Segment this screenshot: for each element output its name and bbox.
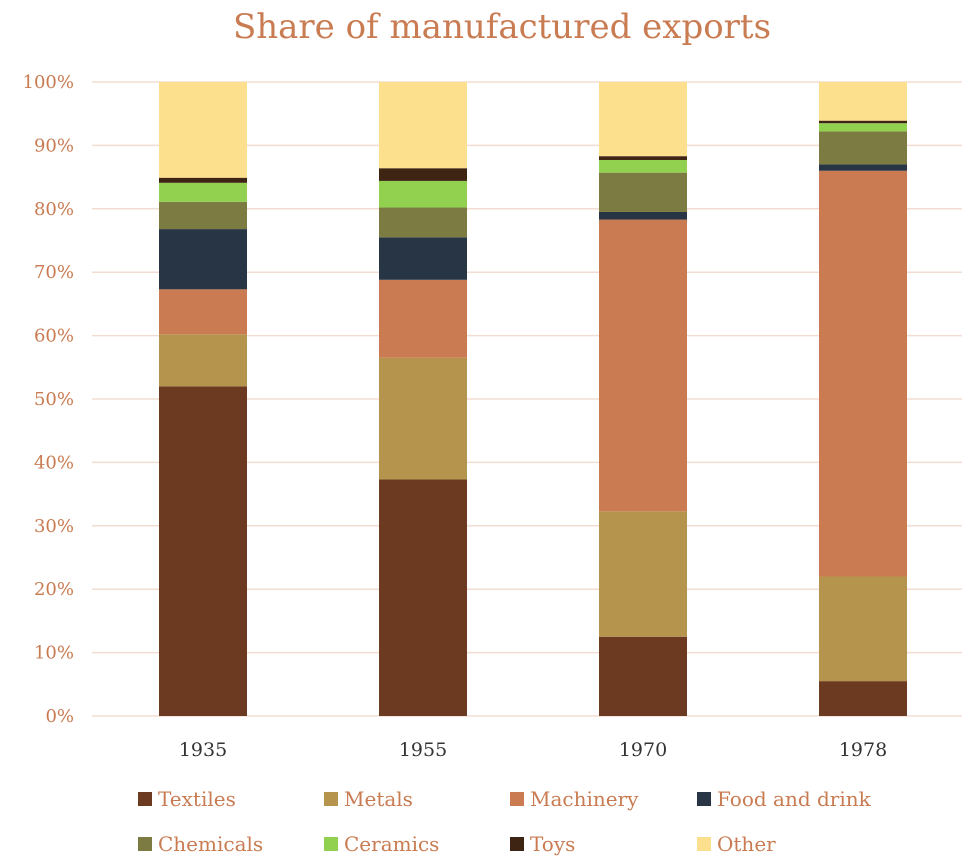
x-tick-label: 1970 [619,739,667,761]
bar-segment-ceramics [379,180,467,208]
chart-title: Share of manufactured exports [233,7,771,47]
y-tick-label: 20% [34,579,74,600]
bars [159,82,907,716]
bar-segment-textiles [599,636,687,716]
bar-segment-machinery [159,289,247,335]
y-axis-tick-labels: 0% 10% 20% 30% 40% 50% 60% 70% 80% 90% 100% [23,72,74,727]
y-tick-label: 90% [34,135,74,156]
y-tick-label: 100% [23,72,74,93]
bar-stack-1970 [599,82,687,716]
legend-swatch [510,792,524,806]
bar-segment-toys [159,177,247,183]
legend-swatch [697,837,711,851]
bar-segment-other [599,82,687,157]
bar-stack-1978 [819,82,907,716]
bar-segment-metals [159,334,247,387]
legend-swatch [138,837,152,851]
y-tick-label: 70% [34,262,74,283]
legend-label: Other [717,832,776,856]
y-tick-label: 60% [34,326,74,347]
legend-label: Toys [530,832,575,856]
bar-stack-1935 [159,82,247,716]
bar-segment-textiles [379,479,467,716]
legend-label: Food and drink [717,787,872,811]
bar-segment-chemicals [599,172,687,212]
y-tick-label: 50% [34,389,74,410]
legend-swatch [510,837,524,851]
bar-segment-food-and-drink [159,229,247,290]
bar-segment-other [379,82,467,169]
bar-stack-1955 [379,82,467,716]
bar-segment-metals [379,357,467,480]
legend-swatch [324,792,338,806]
legend-item-food-and-drink: Food and drink [697,787,872,811]
legend-item-other: Other [697,832,776,856]
bar-segment-ceramics [159,182,247,202]
legend-item-textiles: Textiles [138,787,236,811]
bar-segment-food-and-drink [819,164,907,171]
x-tick-label: 1955 [399,739,447,761]
bar-segment-metals [819,576,907,682]
legend-item-metals: Metals [324,787,413,811]
bar-segment-textiles [159,386,247,716]
legend-swatch [697,792,711,806]
bar-segment-textiles [819,681,907,716]
bar-segment-metals [599,511,687,637]
x-tick-label: 1978 [839,739,887,761]
legend-label: Ceramics [344,832,439,856]
y-tick-label: 40% [34,452,74,473]
legend-label: Machinery [530,787,639,811]
bar-segment-toys [379,168,467,181]
y-tick-label: 10% [34,643,74,664]
bar-segment-other [819,82,907,121]
bar-segment-food-and-drink [599,211,687,220]
y-tick-label: 30% [34,516,74,537]
legend-swatch [324,837,338,851]
bar-segment-chemicals [159,201,247,230]
legend-label: Chemicals [158,832,263,856]
legend-item-chemicals: Chemicals [138,832,263,856]
bar-segment-other [159,82,247,178]
x-axis-category-labels: 1935 1955 1970 1978 [179,739,887,761]
bar-segment-toys [819,120,907,124]
legend: Textiles Metals Machinery Food and drink Che… [138,787,872,856]
bar-segment-toys [599,156,687,160]
bar-segment-ceramics [819,123,907,132]
x-tick-label: 1935 [179,739,227,761]
bar-segment-machinery [379,279,467,358]
bar-segment-ceramics [599,159,687,173]
legend-item-ceramics: Ceramics [324,832,439,856]
legend-swatch [138,792,152,806]
bar-segment-chemicals [819,131,907,165]
bar-segment-food-and-drink [379,237,467,280]
y-tick-label: 80% [34,199,74,220]
bar-segment-chemicals [379,207,467,238]
bar-segment-machinery [819,170,907,577]
legend-item-toys: Toys [510,832,575,856]
legend-label: Textiles [158,787,236,811]
legend-item-machinery: Machinery [510,787,639,811]
bar-segment-machinery [599,219,687,512]
legend-label: Metals [344,787,413,811]
y-tick-label: 0% [45,706,74,727]
